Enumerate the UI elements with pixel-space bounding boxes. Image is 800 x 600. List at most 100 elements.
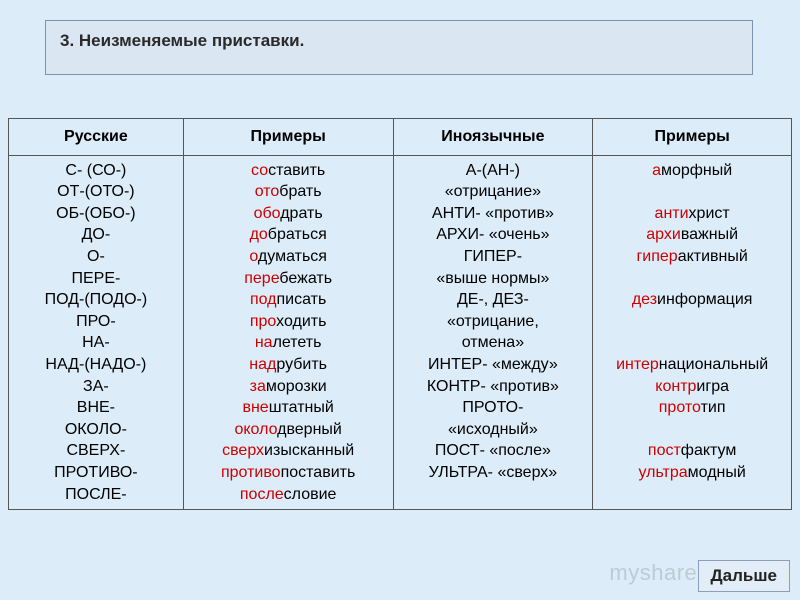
word-rest: дверный <box>277 421 342 438</box>
title-box: 3. Неизменяемые приставки. <box>45 20 753 75</box>
list-item: контригра <box>597 376 787 398</box>
list-item: отмена» <box>398 332 589 354</box>
list-item: противопоставить <box>188 462 389 484</box>
prefix-highlight: о <box>249 248 258 265</box>
list-item: ОБ-(ОБО-) <box>13 203 179 225</box>
list-item <box>597 311 787 333</box>
word-rest: писать <box>277 291 327 308</box>
word-rest: бежать <box>279 270 332 287</box>
word-rest: ходить <box>276 313 326 330</box>
prefix-highlight: гипер <box>636 248 677 265</box>
list-item: УЛЬТРА- «сверх» <box>398 462 589 484</box>
list-item: интернациональный <box>597 354 787 376</box>
prefix-highlight: обо <box>254 205 281 222</box>
prefix-highlight: над <box>249 356 276 373</box>
list-item: ПРОТО- <box>398 397 589 419</box>
word-rest: фактум <box>681 442 737 459</box>
prefix-highlight: после <box>240 486 284 503</box>
list-item <box>597 268 787 290</box>
list-item: НА- <box>13 332 179 354</box>
list-item: «отрицание, <box>398 311 589 333</box>
list-item: одуматься <box>188 246 389 268</box>
data-row: С- (СО-)ОТ-(ОТО-)ОБ-(ОБО-)ДО-О-ПЕРЕ-ПОД-… <box>9 156 792 511</box>
prefix-highlight: пост <box>648 442 681 459</box>
prefix-highlight: интер <box>616 356 659 373</box>
list-item: ПРО- <box>13 311 179 333</box>
list-item: ОКОЛО- <box>13 419 179 441</box>
word-rest: игра <box>696 378 729 395</box>
list-item: ДЕ-, ДЕЗ- <box>398 289 589 311</box>
word-rest: активный <box>678 248 748 265</box>
prefix-highlight: анти <box>655 205 689 222</box>
list-item: внештатный <box>188 397 389 419</box>
list-item: А-(АН-) <box>398 160 589 182</box>
next-button[interactable]: Дальше <box>698 560 790 592</box>
prefix-highlight: под <box>250 291 277 308</box>
list-item: ЗА- <box>13 376 179 398</box>
prefix-highlight: со <box>251 162 268 179</box>
col-russian: С- (СО-)ОТ-(ОТО-)ОБ-(ОБО-)ДО-О-ПЕРЕ-ПОД-… <box>9 156 184 511</box>
word-rest: штатный <box>269 399 334 416</box>
list-item: ПОСТ- «после» <box>398 440 589 462</box>
word-rest: важный <box>681 226 738 243</box>
list-item: ультрамодный <box>597 462 787 484</box>
list-item: антихрист <box>597 203 787 225</box>
list-item: ДО- <box>13 224 179 246</box>
prefix-highlight: около <box>234 421 277 438</box>
prefix-highlight: пере <box>244 270 279 287</box>
word-rest: поставить <box>281 464 356 481</box>
list-item: добраться <box>188 224 389 246</box>
word-rest: модный <box>688 464 746 481</box>
word-rest: лететь <box>273 334 322 351</box>
list-item: сверхизысканный <box>188 440 389 462</box>
prefix-highlight: противо <box>221 464 281 481</box>
list-item: проходить <box>188 311 389 333</box>
prefix-highlight: про <box>250 313 276 330</box>
prefix-table: Русские Примеры Иноязычные Примеры С- (С… <box>8 118 792 510</box>
word-rest: брать <box>279 183 321 200</box>
list-item: гиперактивный <box>597 246 787 268</box>
word-rest: информация <box>657 291 752 308</box>
prefix-highlight: прото <box>659 399 701 416</box>
list-item: заморозки <box>188 376 389 398</box>
word-rest: драть <box>280 205 322 222</box>
list-item: ИНТЕР- «между» <box>398 354 589 376</box>
list-item: «исходный» <box>398 419 589 441</box>
word-rest: ставить <box>268 162 325 179</box>
list-item: составить <box>188 160 389 182</box>
header-foreign: Иноязычные <box>394 119 594 156</box>
list-item: «выше нормы» <box>398 268 589 290</box>
header-row: Русские Примеры Иноязычные Примеры <box>9 119 792 156</box>
list-item: постфактум <box>597 440 787 462</box>
list-item: ПОД-(ПОДО-) <box>13 289 179 311</box>
list-item: налететь <box>188 332 389 354</box>
list-item: послесловие <box>188 484 389 506</box>
prefix-highlight: вне <box>242 399 268 416</box>
list-item <box>597 181 787 203</box>
list-item: ободрать <box>188 203 389 225</box>
prefix-highlight: за <box>250 378 266 395</box>
list-item: архиважный <box>597 224 787 246</box>
header-examples-1: Примеры <box>184 119 394 156</box>
word-rest: думаться <box>258 248 327 265</box>
list-item: ВНЕ- <box>13 397 179 419</box>
header-examples-2: Примеры <box>593 119 792 156</box>
word-rest: христ <box>689 205 730 222</box>
header-russian: Русские <box>9 119 184 156</box>
list-item <box>597 419 787 441</box>
list-item: АНТИ- «против» <box>398 203 589 225</box>
list-item: прототип <box>597 397 787 419</box>
word-rest: национальный <box>659 356 768 373</box>
col-russian-examples: составитьотобратьободратьдобратьсяодумат… <box>184 156 394 511</box>
list-item: аморфный <box>597 160 787 182</box>
prefix-highlight: архи <box>646 226 681 243</box>
list-item: «отрицание» <box>398 181 589 203</box>
list-item: ОТ-(ОТО-) <box>13 181 179 203</box>
list-item: НАД-(НАДО-) <box>13 354 179 376</box>
prefix-highlight: сверх <box>222 442 264 459</box>
word-rest: морфный <box>661 162 732 179</box>
prefix-highlight: до <box>250 226 268 243</box>
list-item: околодверный <box>188 419 389 441</box>
word-rest: тип <box>701 399 726 416</box>
list-item: отобрать <box>188 181 389 203</box>
